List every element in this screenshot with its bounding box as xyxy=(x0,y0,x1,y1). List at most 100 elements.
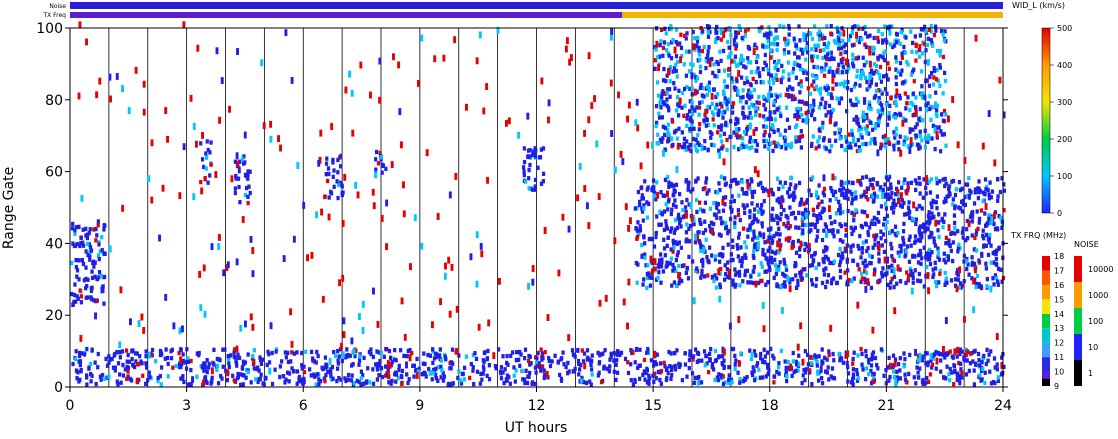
echo-cell xyxy=(707,88,712,93)
echo-cell xyxy=(926,213,930,218)
echo-cell xyxy=(975,209,979,214)
echo-cell xyxy=(911,216,915,222)
echo-cell xyxy=(778,232,782,237)
echo-cell xyxy=(587,52,591,60)
echo-cell xyxy=(737,23,741,29)
echo-cell xyxy=(199,141,203,146)
echo-cell xyxy=(783,136,788,141)
echo-cell xyxy=(690,92,694,97)
echo-cell xyxy=(888,24,892,29)
echo-cell xyxy=(942,108,947,114)
echo-cell xyxy=(750,190,754,195)
echo-cell xyxy=(352,380,357,386)
echo-cell xyxy=(905,101,909,106)
echo-cell xyxy=(243,320,247,328)
echo-cell xyxy=(995,248,999,253)
echo-cell xyxy=(743,33,747,39)
echo-cell xyxy=(669,376,673,382)
echo-cell xyxy=(868,73,872,79)
freq-swatch xyxy=(1042,256,1050,271)
echo-cell xyxy=(124,348,129,353)
echo-cell xyxy=(277,135,281,143)
echo-cell xyxy=(587,222,591,229)
echo-cell xyxy=(258,357,263,363)
echo-cell xyxy=(943,78,948,84)
echo-cell xyxy=(937,212,941,217)
echo-cell xyxy=(426,352,430,358)
echo-cell xyxy=(533,154,537,159)
echo-cell xyxy=(877,251,881,256)
echo-cell xyxy=(676,142,680,150)
echo-cell xyxy=(816,43,820,48)
echo-cell xyxy=(754,110,758,115)
echo-cell xyxy=(664,47,669,53)
echo-cell xyxy=(849,380,854,385)
echo-cell xyxy=(961,202,965,207)
echo-cell xyxy=(733,224,737,230)
echo-cell xyxy=(147,175,151,183)
echo-cell xyxy=(801,118,805,123)
echo-cell xyxy=(797,81,801,87)
echo-cell xyxy=(647,236,651,242)
echo-cell xyxy=(815,217,820,222)
echo-cell xyxy=(777,267,781,272)
echo-cell xyxy=(884,102,889,107)
echo-cell xyxy=(885,91,889,96)
echo-cell xyxy=(666,127,670,132)
echo-cell xyxy=(335,378,339,384)
echo-cell xyxy=(879,204,884,209)
echo-cell xyxy=(113,365,118,370)
echo-cell xyxy=(729,33,733,38)
echo-cell xyxy=(568,58,572,66)
echo-cell xyxy=(171,365,175,370)
echo-cell xyxy=(672,230,677,235)
echo-cell xyxy=(962,279,966,284)
echo-cell xyxy=(860,250,864,255)
echo-cell xyxy=(751,219,755,225)
echo-cell xyxy=(126,352,130,358)
echo-cell xyxy=(674,204,678,209)
echo-cell xyxy=(718,295,722,303)
echo-cell xyxy=(390,360,394,365)
echo-cell xyxy=(671,238,675,243)
echo-cell xyxy=(871,350,876,355)
echo-cell xyxy=(217,243,221,250)
echo-cell xyxy=(750,370,754,375)
echo-cell xyxy=(318,379,323,384)
echo-cell xyxy=(460,371,464,377)
echo-cell xyxy=(631,382,636,387)
echo-cell xyxy=(635,228,640,233)
echo-cell xyxy=(921,224,926,230)
echo-cell xyxy=(892,374,897,380)
echo-cell xyxy=(642,206,646,211)
echo-cell xyxy=(977,282,981,287)
echo-cell xyxy=(762,44,767,50)
echo-cell xyxy=(961,198,965,204)
echo-cell xyxy=(670,372,674,378)
echo-cell xyxy=(882,57,887,63)
echo-cell xyxy=(108,73,112,81)
echo-cell xyxy=(929,29,933,34)
echo-cell xyxy=(70,291,74,297)
echo-cell xyxy=(336,195,340,201)
echo-cell xyxy=(686,183,690,188)
echo-cell xyxy=(734,282,738,288)
echo-cell xyxy=(799,197,804,202)
echo-cell xyxy=(777,250,781,255)
echo-cell xyxy=(763,32,767,38)
echo-cell xyxy=(756,170,760,178)
echo-cell xyxy=(897,253,901,259)
echo-cell xyxy=(205,357,209,363)
echo-cell xyxy=(781,75,785,80)
echo-cell xyxy=(896,230,900,236)
echo-cell xyxy=(243,192,248,198)
echo-cell xyxy=(782,221,786,227)
echo-cell xyxy=(745,126,749,132)
echo-cell xyxy=(796,343,800,351)
echo-cell xyxy=(76,370,80,375)
echo-cell xyxy=(704,180,708,185)
echo-cell xyxy=(192,193,196,201)
echo-cell xyxy=(934,112,938,117)
echo-cell xyxy=(400,368,405,374)
echo-cell xyxy=(698,217,702,223)
